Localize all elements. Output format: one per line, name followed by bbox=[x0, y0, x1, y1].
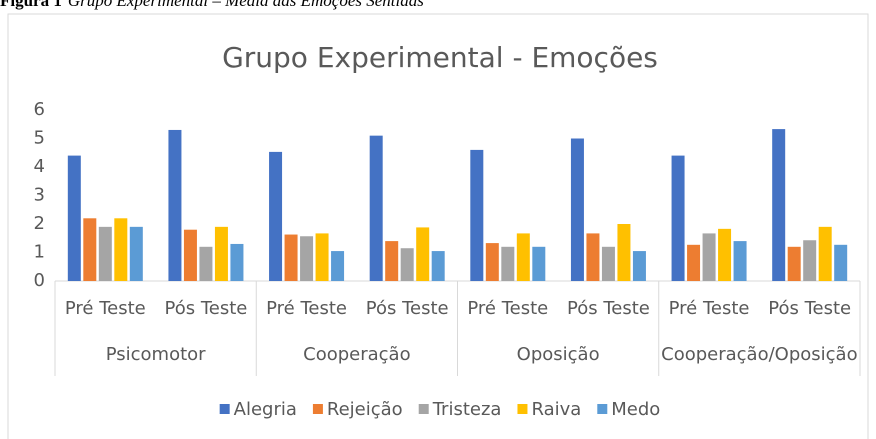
bar bbox=[586, 233, 600, 281]
bar bbox=[214, 226, 228, 281]
bar bbox=[702, 233, 716, 281]
bar bbox=[385, 241, 399, 281]
bar bbox=[687, 244, 701, 281]
group-label: Cooperação/Oposição bbox=[661, 344, 857, 365]
x-tick-label: Pós Teste bbox=[165, 298, 248, 319]
legend-label: Tristeza bbox=[432, 399, 502, 420]
group-label: Psicomotor bbox=[106, 344, 206, 365]
y-tick-label: 0 bbox=[34, 270, 45, 291]
y-tick-label: 5 bbox=[34, 128, 45, 149]
x-tick-label: Pós Teste bbox=[567, 298, 650, 319]
group-label: Cooperação bbox=[303, 344, 410, 365]
bar bbox=[501, 246, 515, 281]
bar bbox=[733, 241, 747, 281]
y-tick-label: 4 bbox=[34, 156, 45, 177]
chart-title: Grupo Experimental - Emoções bbox=[222, 41, 658, 74]
caption-label: Figura 1 bbox=[0, 0, 62, 10]
bar bbox=[416, 227, 430, 281]
bar bbox=[284, 234, 298, 281]
bar bbox=[168, 129, 182, 281]
bar bbox=[431, 251, 445, 281]
caption-text: Grupo Experimental – Média das Emoções S… bbox=[68, 0, 424, 10]
bar bbox=[269, 151, 283, 281]
bar bbox=[331, 251, 345, 281]
bar bbox=[369, 135, 383, 281]
legend-label: Raiva bbox=[531, 399, 581, 420]
legend-swatch bbox=[312, 404, 323, 414]
bar bbox=[470, 149, 484, 281]
legend-swatch bbox=[517, 404, 528, 414]
bar bbox=[532, 246, 546, 281]
bar bbox=[67, 155, 81, 281]
caption: Figura 1 Grupo Experimental – Média das E… bbox=[0, 0, 424, 10]
y-tick-label: 6 bbox=[34, 99, 45, 120]
group-label: Oposição bbox=[517, 344, 600, 365]
bar bbox=[300, 236, 314, 281]
bar bbox=[818, 226, 832, 281]
legend-swatch bbox=[597, 404, 608, 414]
x-tick-label: Pré Teste bbox=[669, 298, 750, 319]
bar bbox=[199, 246, 213, 281]
bar bbox=[617, 224, 631, 281]
bar bbox=[183, 229, 197, 281]
x-tick-label: Pós Teste bbox=[366, 298, 449, 319]
chart-frame bbox=[7, 13, 869, 439]
bar bbox=[230, 243, 244, 281]
bar bbox=[632, 251, 646, 281]
legend-swatch bbox=[219, 404, 230, 414]
bar bbox=[787, 246, 801, 281]
bar bbox=[601, 246, 615, 281]
x-tick-label: Pré Teste bbox=[467, 298, 548, 319]
legend-label: Rejeição bbox=[327, 399, 403, 420]
bar bbox=[400, 248, 414, 281]
x-tick-label: Pré Teste bbox=[65, 298, 146, 319]
y-tick-label: 2 bbox=[34, 213, 45, 234]
y-tick-label: 3 bbox=[34, 185, 45, 206]
x-tick-label: Pré Teste bbox=[266, 298, 347, 319]
bar bbox=[718, 228, 732, 281]
bar bbox=[772, 129, 786, 281]
bar bbox=[485, 243, 499, 281]
bar bbox=[114, 218, 128, 281]
bar bbox=[83, 218, 97, 281]
legend-label: Alegria bbox=[234, 399, 297, 420]
x-tick-label: Pós Teste bbox=[768, 298, 851, 319]
legend-swatch bbox=[418, 404, 429, 414]
bar bbox=[516, 233, 530, 281]
bar bbox=[570, 138, 584, 281]
y-tick-label: 1 bbox=[34, 242, 45, 263]
bar bbox=[834, 244, 848, 281]
bar bbox=[129, 226, 143, 281]
legend-label: Medo bbox=[611, 399, 660, 420]
bar bbox=[315, 233, 329, 281]
bar bbox=[671, 155, 685, 281]
bar bbox=[98, 226, 112, 281]
bar bbox=[803, 240, 817, 281]
